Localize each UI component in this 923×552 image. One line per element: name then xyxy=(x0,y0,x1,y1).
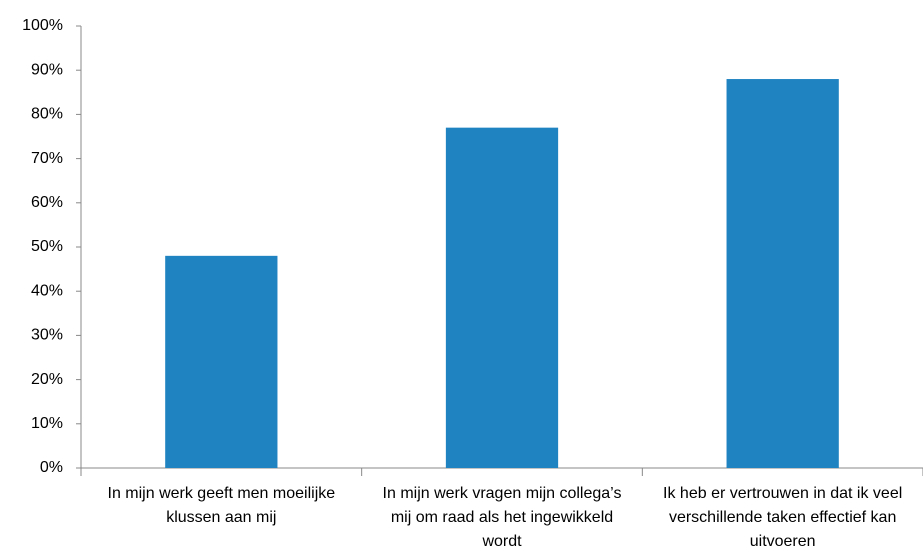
y-tick-label: 0% xyxy=(40,459,63,476)
y-tick-label: 70% xyxy=(31,150,63,167)
y-tick-label: 60% xyxy=(31,194,63,211)
y-tick-label: 50% xyxy=(31,238,63,255)
y-tick-label: 40% xyxy=(31,282,63,299)
y-tick-label: 30% xyxy=(31,327,63,344)
x-tick-label: In mijn werk geeft men moeilijke klussen… xyxy=(107,485,336,526)
bar xyxy=(445,127,559,468)
y-tick-label: 10% xyxy=(31,415,63,432)
bar xyxy=(165,255,278,468)
y-tick-label: 80% xyxy=(31,106,63,123)
y-tick-label: 100% xyxy=(22,17,63,34)
x-tick-label: In mijn werk vragen mijn collega’s mij o… xyxy=(382,485,622,550)
x-tick-label: Ik heb er vertrouwen in dat ik veel vers… xyxy=(663,485,903,550)
bar xyxy=(726,79,839,468)
y-tick-label: 20% xyxy=(31,371,63,388)
y-tick-label: 90% xyxy=(31,61,63,78)
